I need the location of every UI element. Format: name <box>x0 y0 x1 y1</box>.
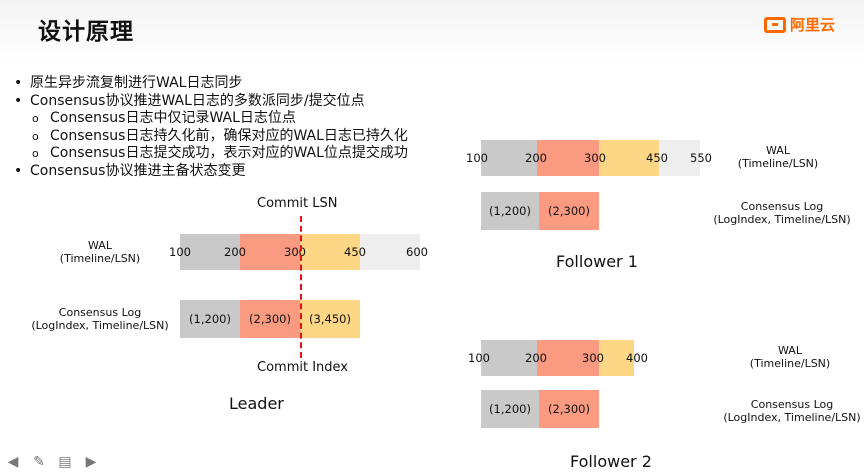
wal-tick: 200 <box>224 245 246 259</box>
wal-tick: 100 <box>468 351 490 365</box>
follower1-caption: Follower 1 <box>556 252 638 271</box>
sub-bullet-item: o Consensus日志持久化前，确保对应的WAL日志已持久化 <box>32 127 408 144</box>
wal-segment-yellow <box>599 340 634 376</box>
wal-tick: 100 <box>169 245 191 259</box>
sub-bullet-item: o Consensus日志中仅记录WAL日志位点 <box>32 110 296 126</box>
log-entry: (3,450) <box>300 300 360 338</box>
prev-arrow-icon[interactable]: ◀ <box>7 454 19 470</box>
wal-segment-salmon <box>537 140 599 176</box>
wal-tick: 550 <box>690 151 712 165</box>
wal-segment-gray <box>481 140 537 176</box>
pen-icon[interactable]: ✎ <box>33 454 45 470</box>
wal-tick: 300 <box>582 351 604 365</box>
log-entry: (1,200) <box>481 390 539 428</box>
leader-wal-label: WAL (Timeline/LSN) <box>59 239 141 265</box>
wal-segment-light <box>659 140 700 176</box>
leader-wal-bar: 100 200 300 450 600 <box>169 234 428 270</box>
bullet-item: • Consensus协议推进WAL日志的多数派同步/提交位点 <box>14 92 365 109</box>
bullet-list: • 原生异步流复制进行WAL日志同步 • Consensus协议推进WAL日志的多数… <box>14 75 408 180</box>
aliyun-logo-icon <box>764 16 786 33</box>
follower1-wal-bar: 100 200 300 450 550 <box>466 140 712 176</box>
sub-bullet-item: o Consensus日志提交成功，表示对应的WAL位点提交成功 <box>32 145 408 161</box>
log-entry: (1,200) <box>180 300 240 338</box>
wal-segment-light <box>360 234 420 270</box>
log-entry: (2,300) <box>539 192 599 230</box>
leader-caption: Leader <box>229 394 284 413</box>
menu-icon[interactable]: ▤ <box>58 454 72 470</box>
wal-segment-salmon <box>537 340 599 376</box>
wal-tick: 450 <box>344 245 366 259</box>
logo-text: 阿里云 <box>790 16 836 34</box>
bullet-item: • 原生异步流复制进行WAL日志同步 <box>14 75 243 91</box>
wal-segment-salmon <box>240 234 300 270</box>
slide-title: 设计原理 <box>38 19 134 45</box>
wal-tick: 200 <box>525 351 547 365</box>
wal-tick: 300 <box>584 151 606 165</box>
wal-segment-yellow <box>599 140 659 176</box>
wal-tick: 300 <box>284 245 306 259</box>
log-entry: (2,300) <box>539 390 599 428</box>
wal-tick: 200 <box>525 151 547 165</box>
aliyun-logo: 阿里云 <box>764 14 835 35</box>
bullet-item: • Consensus协议推进主备状态变更 <box>14 162 246 179</box>
wal-tick: 450 <box>646 151 668 165</box>
follower2-wal-label: WAL (Timeline/LSN) <box>749 344 831 370</box>
next-arrow-icon[interactable]: ▶ <box>85 454 97 470</box>
follower2-wal-bar: 100 200 300 400 <box>468 340 648 376</box>
slide-nav: ◀ ✎ ▤ ▶ <box>4 454 100 470</box>
leader-consensus-bar: (1,200) (2,300) (3,450) <box>180 300 360 338</box>
wal-tick: 400 <box>626 351 648 365</box>
wal-segment-gray <box>481 340 537 376</box>
log-entry: (2,300) <box>240 300 300 338</box>
commit-lsn-label: Commit LSN <box>257 196 338 211</box>
follower2-consensus-bar: (1,200) (2,300) <box>481 390 599 428</box>
commit-dashed-line <box>300 216 302 358</box>
wal-tick: 600 <box>406 245 428 259</box>
follower2-caption: Follower 2 <box>570 452 652 471</box>
follower1-consensus-bar: (1,200) (2,300) <box>481 192 599 230</box>
leader-consensus-label: Consensus Log (LogIndex, Timeline/LSN) <box>31 306 169 332</box>
follower2-consensus-label: Consensus Log (LogIndex, Timeline/LSN) <box>723 398 861 424</box>
commit-index-label: Commit Index <box>257 360 348 375</box>
log-entry: (1,200) <box>481 192 539 230</box>
wal-segment-gray <box>180 234 240 270</box>
wal-segment-yellow <box>300 234 360 270</box>
follower1-consensus-label: Consensus Log (LogIndex, Timeline/LSN) <box>713 200 851 226</box>
follower1-wal-label: WAL (Timeline/LSN) <box>737 144 819 170</box>
wal-tick: 100 <box>466 151 488 165</box>
